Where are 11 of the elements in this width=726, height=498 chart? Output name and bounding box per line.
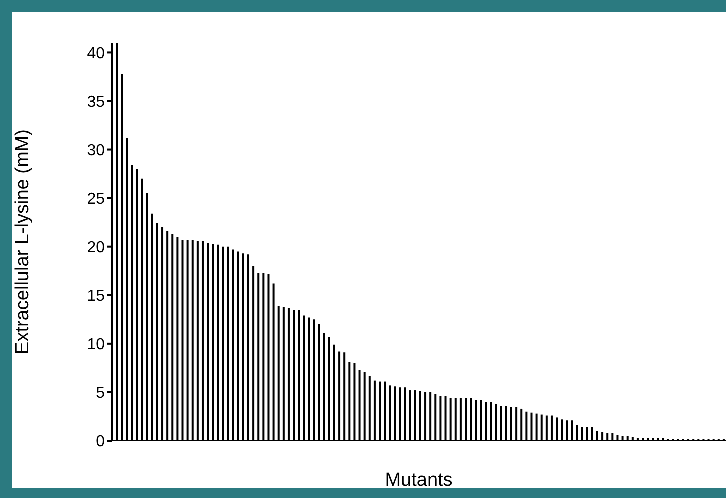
y-tick-label: 25 — [87, 190, 106, 208]
y-tick-label: 35 — [87, 94, 106, 111]
y-tick-label: 15 — [87, 288, 106, 306]
y-tick-label: 30 — [87, 142, 106, 160]
x-axis-title: Mutants — [385, 470, 453, 491]
y-tick-label: 5 — [96, 385, 106, 402]
y-tick-label: 40 — [87, 45, 106, 62]
y-axis-title: Extracellular L-lysine (mM) — [12, 130, 34, 354]
y-tick-label: 20 — [87, 240, 106, 257]
y-tick-label: 0 — [96, 434, 106, 451]
y-tick-label: 10 — [87, 336, 106, 354]
